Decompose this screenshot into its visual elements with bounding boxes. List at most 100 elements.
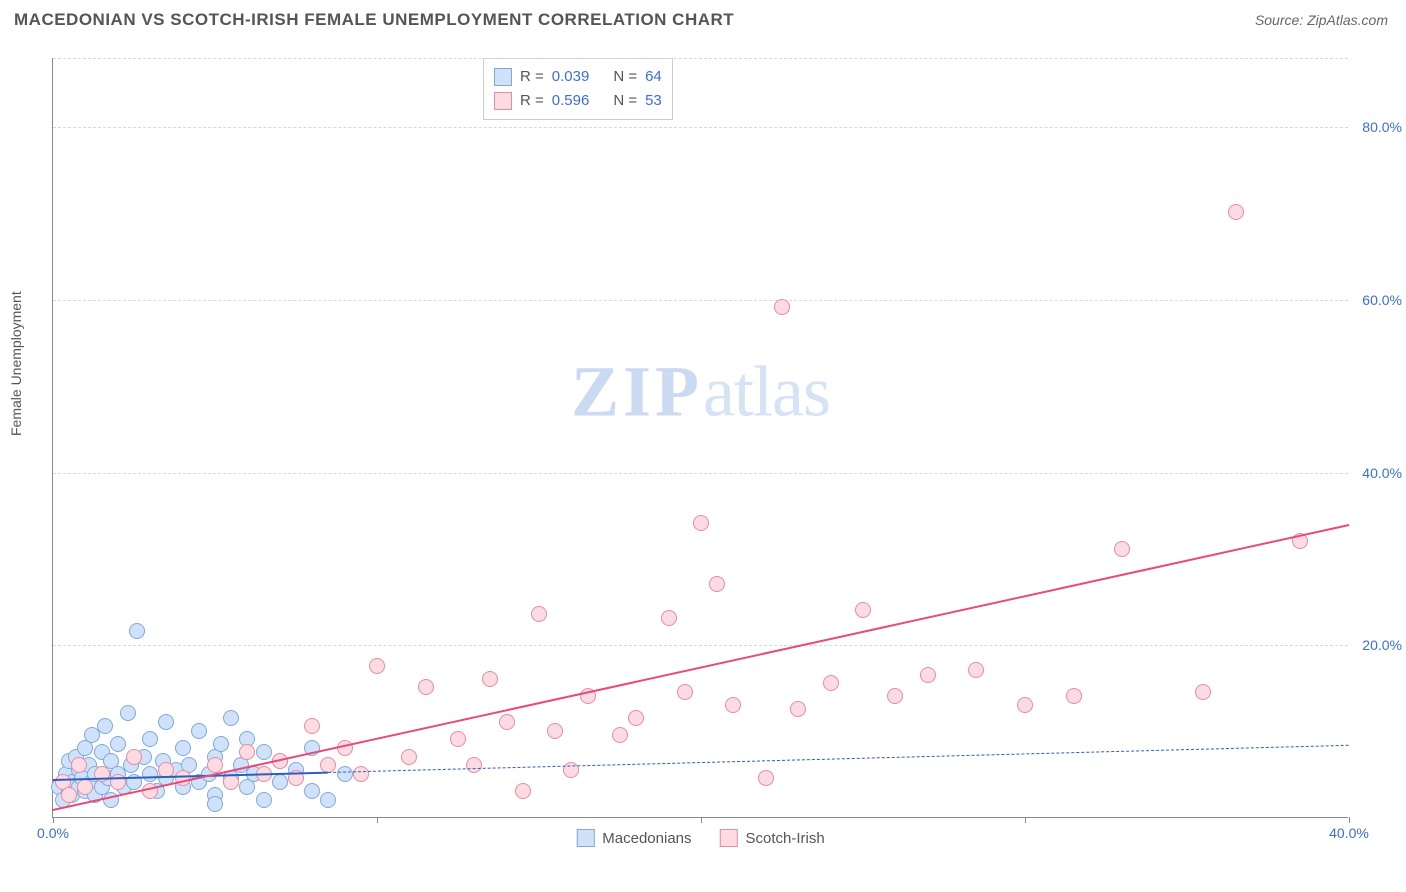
legend-item-macedonians: Macedonians [576,829,691,847]
point-scotch-irish [1066,688,1082,704]
point-scotch-irish [725,697,741,713]
y-tick-label: 40.0% [1362,465,1402,481]
chart-title: MACEDONIAN VS SCOTCH-IRISH FEMALE UNEMPL… [14,10,734,30]
point-macedonians [120,705,136,721]
point-scotch-irish [1114,541,1130,557]
point-scotch-irish [612,727,628,743]
source-label: Source: [1255,12,1307,28]
n-value-2: 53 [645,89,662,113]
grid-line [53,300,1348,301]
stats-row-1: R = 0.039 N = 64 [494,65,662,89]
x-tick-mark [701,817,702,823]
point-scotch-irish [758,770,774,786]
point-scotch-irish [239,744,255,760]
point-macedonians [207,796,223,812]
point-scotch-irish [920,667,936,683]
point-macedonians [129,623,145,639]
x-tick-mark [1349,817,1350,823]
point-scotch-irish [401,749,417,765]
grid-line [53,127,1348,128]
point-scotch-irish [547,723,563,739]
scatter-plot: ZIPatlas R = 0.039 N = 64 R = 0.596 N = … [52,58,1348,818]
legend-label-macedonians: Macedonians [602,830,691,847]
x-tick-mark [377,817,378,823]
point-scotch-irish [709,576,725,592]
y-axis-label: Female Unemployment [8,291,24,436]
point-macedonians [142,731,158,747]
r-label: R = [520,89,544,113]
point-macedonians [142,766,158,782]
point-scotch-irish [693,515,709,531]
legend-item-scotch-irish: Scotch-Irish [720,829,825,847]
point-macedonians [158,714,174,730]
point-macedonians [304,783,320,799]
source-value: ZipAtlas.com [1307,12,1388,28]
stats-row-2: R = 0.596 N = 53 [494,89,662,113]
point-scotch-irish [628,710,644,726]
point-scotch-irish [1228,204,1244,220]
grid-line [53,473,1348,474]
n-label: N = [613,89,637,113]
trend-line-macedonians-dashed [328,745,1349,773]
chart-container: Female Unemployment ZIPatlas R = 0.039 N… [14,46,1394,876]
point-scotch-irish [450,731,466,747]
point-scotch-irish [223,774,239,790]
point-scotch-irish [531,606,547,622]
chart-header: MACEDONIAN VS SCOTCH-IRISH FEMALE UNEMPL… [0,0,1406,36]
point-scotch-irish [774,299,790,315]
point-scotch-irish [353,766,369,782]
point-scotch-irish [320,757,336,773]
watermark-main: ZIP [571,351,703,431]
y-tick-label: 80.0% [1362,119,1402,135]
series-legend: Macedonians Scotch-Irish [576,829,824,847]
point-scotch-irish [482,671,498,687]
legend-swatch-scotch-irish [720,829,738,847]
point-macedonians [223,710,239,726]
x-tick-label: 40.0% [1329,825,1369,841]
r-label: R = [520,65,544,89]
point-scotch-irish [499,714,515,730]
point-scotch-irish [823,675,839,691]
point-macedonians [213,736,229,752]
x-tick-mark [53,817,54,823]
point-scotch-irish [661,610,677,626]
legend-swatch-macedonians [576,829,594,847]
point-scotch-irish [1017,697,1033,713]
legend-label-scotch-irish: Scotch-Irish [746,830,825,847]
point-macedonians [97,718,113,734]
point-scotch-irish [887,688,903,704]
point-macedonians [337,766,353,782]
stats-legend: R = 0.039 N = 64 R = 0.596 N = 53 [483,58,673,120]
point-macedonians [110,736,126,752]
swatch-scotch-irish [494,92,512,110]
point-scotch-irish [77,779,93,795]
x-tick-mark [1025,817,1026,823]
point-scotch-irish [126,749,142,765]
swatch-macedonians [494,68,512,86]
point-scotch-irish [207,757,223,773]
x-tick-label: 0.0% [37,825,69,841]
point-macedonians [256,792,272,808]
point-scotch-irish [790,701,806,717]
point-scotch-irish [369,658,385,674]
point-scotch-irish [515,783,531,799]
y-tick-label: 20.0% [1362,637,1402,653]
watermark-sub: atlas [703,351,830,431]
r-value-2: 0.596 [552,89,590,113]
grid-line [53,645,1348,646]
point-scotch-irish [1195,684,1211,700]
point-scotch-irish [466,757,482,773]
point-macedonians [191,723,207,739]
point-scotch-irish [418,679,434,695]
source-attribution: Source: ZipAtlas.com [1255,12,1388,28]
point-macedonians [272,774,288,790]
point-scotch-irish [61,787,77,803]
grid-line [53,58,1348,59]
watermark: ZIPatlas [571,350,830,433]
trend-line-scotch-irish [53,524,1349,811]
point-scotch-irish [968,662,984,678]
y-tick-label: 60.0% [1362,292,1402,308]
point-scotch-irish [677,684,693,700]
n-label: N = [613,65,637,89]
r-value-1: 0.039 [552,65,590,89]
